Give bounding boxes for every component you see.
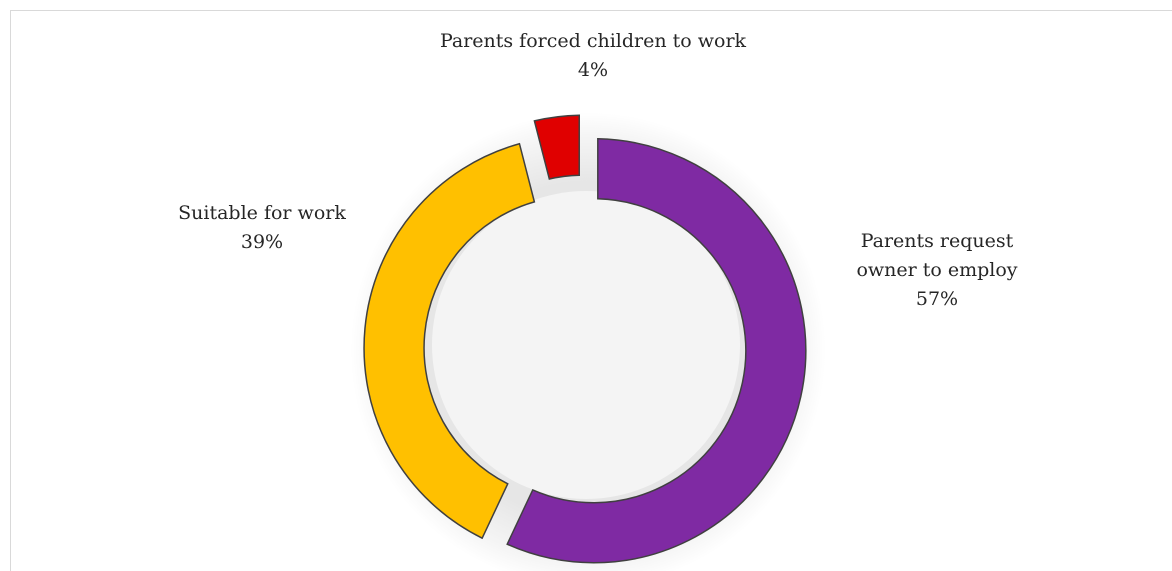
slice-3 (533, 114, 580, 180)
slice-category-label: owner to employ (856, 259, 1017, 281)
slice-category-label: Suitable for work (178, 202, 346, 224)
slice-value-label: 57% (916, 288, 958, 310)
slice-labels: Parents request owner to employ 57% Suitabl… (178, 30, 1018, 310)
slice-category-label: Parents request (861, 230, 1014, 252)
slice-2 (363, 142, 536, 540)
donut-hole-shadow (432, 191, 740, 499)
donut-slices (363, 114, 807, 564)
slice-value-label: 39% (241, 231, 283, 253)
slice-1 (506, 138, 807, 564)
slice-category-label: Parents forced children to work (440, 30, 747, 52)
slice-value-label: 4% (578, 59, 608, 81)
